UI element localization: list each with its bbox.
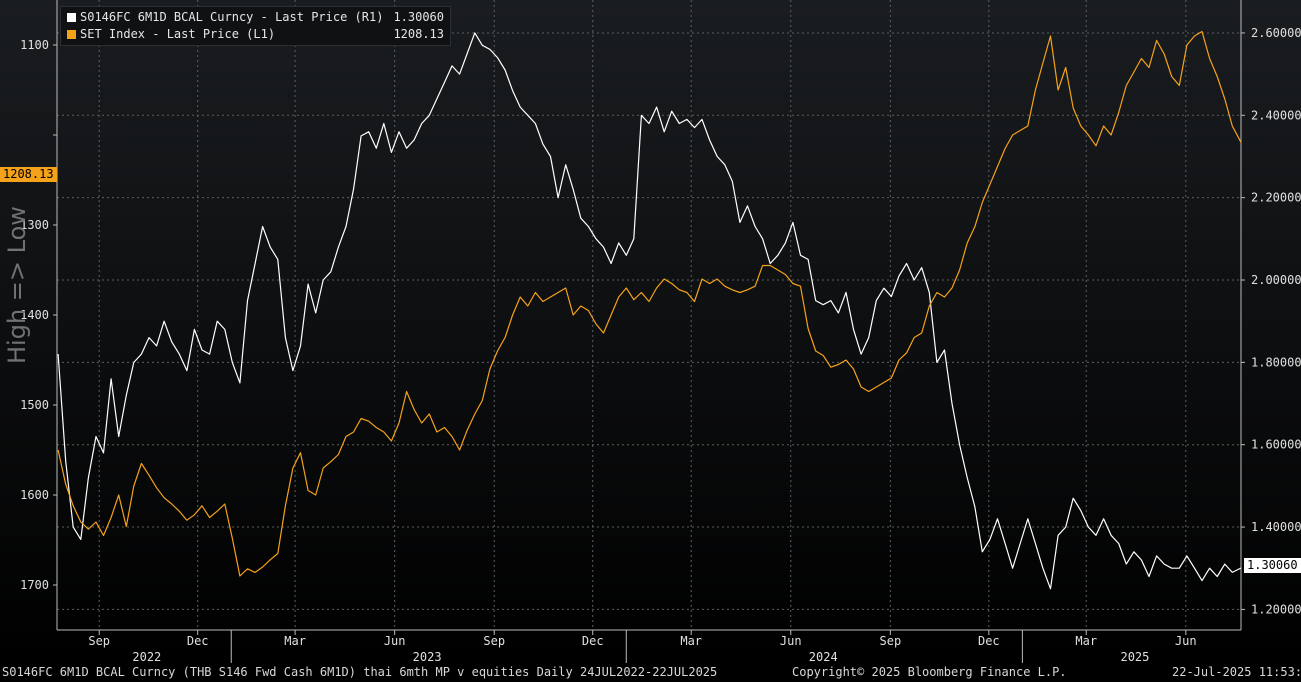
legend-name-orange: SET Index - Last Price (L1): [80, 27, 276, 41]
series-lines: [57, 30, 1242, 590]
right-tick-label: 1.40000: [1251, 520, 1301, 534]
left-current-value-tag: 1208.13: [0, 167, 57, 182]
legend-row-orange: SET Index - Last Price (L1) 1208.13: [67, 26, 444, 43]
footer-timestamp: 22-Jul-2025 11:53:25: [1172, 665, 1301, 679]
orange-swatch-icon: [67, 30, 76, 39]
right-current-value-tag: 1.30060: [1244, 558, 1301, 573]
year-label: 2023: [413, 650, 442, 664]
left-tick-label: 1600: [20, 488, 49, 502]
left-tick-label: 1400: [20, 308, 49, 322]
footer-copyright: Copyright© 2025 Bloomberg Finance L.P.: [792, 665, 1067, 679]
white-swatch-icon: [67, 13, 76, 22]
month-tick-label: Mar: [284, 634, 306, 648]
month-tick-label: Jun: [780, 634, 802, 648]
left-tick-label: 1500: [20, 398, 49, 412]
left-tick-label: 1700: [20, 578, 49, 592]
month-tick-label: Dec: [582, 634, 604, 648]
footer-description: S0146FC 6M1D BCAL Curncy (THB S146 Fwd C…: [2, 665, 718, 679]
legend-value-orange: 1208.13: [393, 27, 445, 41]
month-tick-label: Mar: [680, 634, 702, 648]
month-tick-label: Sep: [483, 634, 505, 648]
right-tick-label: 1.60000: [1251, 438, 1301, 452]
month-tick-label: Mar: [1075, 634, 1097, 648]
year-label: 2025: [1120, 650, 1149, 664]
right-tick-label: 2.20000: [1251, 191, 1301, 205]
right-tick-label: 1.20000: [1251, 602, 1301, 616]
series-line-fx-forward: [57, 32, 1242, 590]
legend: S0146FC 6M1D BCAL Curncy - Last Price (R…: [60, 6, 452, 46]
right-tick-label: 2.00000: [1251, 273, 1301, 287]
month-tick-label: Dec: [978, 634, 1000, 648]
legend-row-white: S0146FC 6M1D BCAL Curncy - Last Price (R…: [67, 9, 444, 26]
month-tick-label: Sep: [880, 634, 902, 648]
month-tick-label: Dec: [187, 634, 209, 648]
series-line-set-index: [57, 30, 1242, 577]
footer: S0146FC 6M1D BCAL Curncy (THB S146 Fwd C…: [0, 663, 1301, 682]
legend-value-white: 1.30060: [393, 10, 445, 24]
month-tick-label: Sep: [88, 634, 110, 648]
axes: 1.20000 1.40000 1.60000 1.80000 2.00000 2.200…: [20, 0, 1301, 664]
right-tick-label: 1.80000: [1251, 355, 1301, 369]
year-label: 2024: [809, 650, 838, 664]
month-tick-label: Jun: [1175, 634, 1197, 648]
left-tick-label: 1100: [20, 38, 49, 52]
left-axis-label: High => Low: [3, 206, 31, 364]
legend-name-white: S0146FC 6M1D BCAL Curncy - Last Price (R…: [80, 10, 384, 24]
left-tick-label: 1300: [20, 218, 49, 232]
grid-lines: [57, 0, 1241, 630]
year-label: 2022: [132, 650, 161, 664]
right-tick-label: 2.40000: [1251, 108, 1301, 122]
month-tick-label: Jun: [384, 634, 406, 648]
right-tick-label: 2.60000: [1251, 26, 1301, 40]
